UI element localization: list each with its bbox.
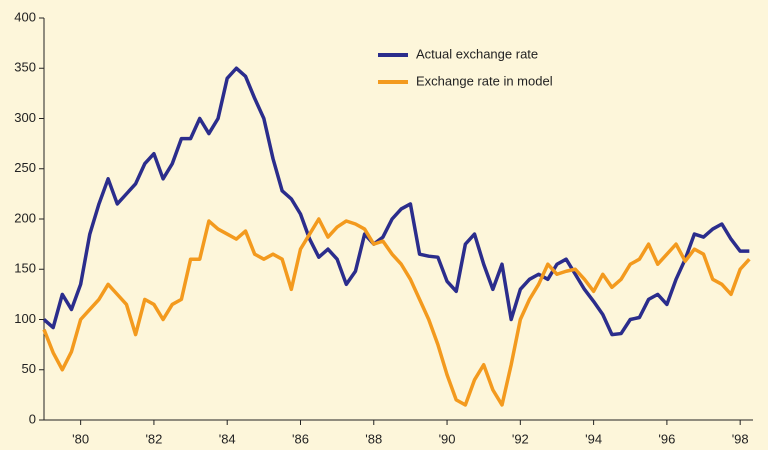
y-tick-label: 250 <box>14 160 36 175</box>
x-tick-label: '88 <box>365 431 382 446</box>
y-tick-label: 150 <box>14 261 36 276</box>
x-tick-label: '94 <box>585 431 602 446</box>
y-tick-label: 100 <box>14 311 36 326</box>
x-tick-label: '80 <box>72 431 89 446</box>
x-tick-label: '92 <box>512 431 529 446</box>
y-tick-label: 350 <box>14 60 36 75</box>
x-tick-label: '98 <box>732 431 749 446</box>
y-tick-label: 200 <box>14 210 36 225</box>
data-line <box>42 66 750 337</box>
x-tick-label: '96 <box>658 431 675 446</box>
x-tick-label: '84 <box>219 431 236 446</box>
x-tick-label: '86 <box>292 431 309 446</box>
y-tick-label: 50 <box>22 361 36 376</box>
y-tick-label: 400 <box>14 9 36 24</box>
y-tick-label: 0 <box>29 411 36 426</box>
legend-label: Actual exchange rate <box>416 46 538 61</box>
y-tick-label: 300 <box>14 110 36 125</box>
data-line <box>42 217 751 407</box>
x-tick-label: '82 <box>145 431 162 446</box>
x-tick-label: '90 <box>439 431 456 446</box>
legend-label: Exchange rate in model <box>416 73 553 88</box>
